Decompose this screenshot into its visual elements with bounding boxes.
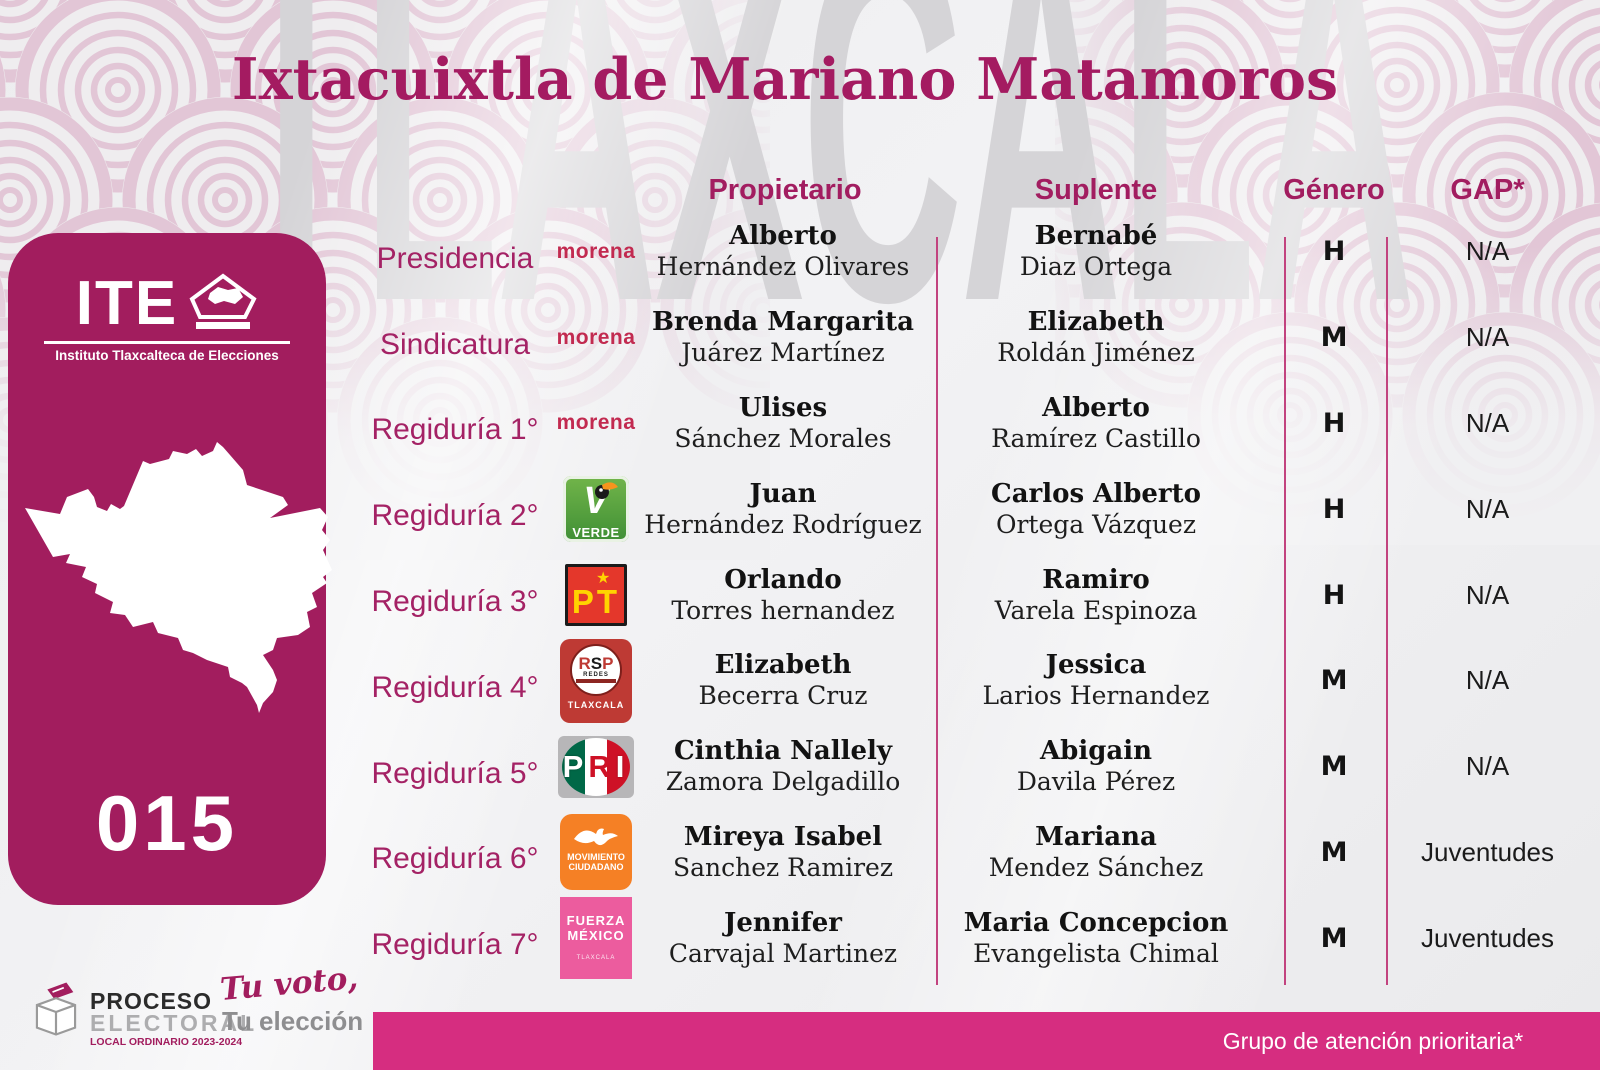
office-label: Regiduría 5° [371, 756, 539, 790]
office-label: Regiduría 2° [371, 499, 539, 533]
genero-value: M [1320, 922, 1348, 954]
propietario-name: Mireya Isabel Sanchez Ramirez [672, 821, 894, 882]
party-cell: morena [552, 381, 640, 467]
propietario-name: Elizabeth Becerra Cruz [698, 650, 868, 711]
gap-value: N/A [1465, 236, 1510, 267]
header-propietario: Propietario [708, 174, 862, 206]
table-row: Presidencia morena Alberto Hernández Oli… [0, 209, 1600, 295]
header-gap: GAP* [1450, 174, 1525, 206]
party-logo-verde: V VERDE [563, 476, 629, 543]
office-label: Regiduría 1° [371, 413, 539, 447]
mc-eagle-icon [574, 829, 618, 846]
header-suplente: Suplente [1034, 174, 1158, 206]
gap-value: N/A [1465, 579, 1510, 610]
table-row: Regiduría 4° RSP REDES TLAXCALA Elizabeth … [0, 638, 1600, 724]
priority-group-note: Grupo de atención prioritaria* [1222, 1028, 1524, 1054]
gap-value: N/A [1465, 751, 1510, 782]
genero-value: M [1320, 836, 1348, 868]
genero-value: H [1322, 236, 1346, 268]
propietario-name: Ulises Sánchez Morales [674, 392, 892, 453]
priority-group-bar: Grupo de atención prioritaria* [373, 1012, 1600, 1070]
propietario-name: Cinthia Nallely Zamora Delgadillo [665, 736, 901, 797]
table-row: Regiduría 6° MOVIMIENTO CIUDADANO Mireya … [0, 810, 1600, 896]
party-cell: V VERDE [552, 466, 640, 552]
municipality-number: 015 [95, 779, 239, 867]
genero-value: H [1322, 493, 1346, 525]
office-label: Regiduría 4° [371, 670, 539, 704]
genero-value: M [1320, 665, 1348, 697]
party-cell: MOVIMIENTO CIUDADANO [552, 810, 640, 896]
proceso-electoral-logo: PROCESO ELECTORAL LOCAL ORDINARIO 2023-2… [30, 976, 257, 1048]
propietario-name: Jennifer Carvajal Martinez [668, 907, 898, 968]
column-divider [936, 237, 938, 985]
party-logo-morena: morena [556, 239, 636, 263]
propietario-name: Orlando Torres hernandez [671, 564, 895, 625]
party-logo-morena: morena [556, 325, 636, 349]
party-cell: morena [552, 209, 640, 295]
table-body: Presidencia morena Alberto Hernández Oli… [0, 209, 1600, 981]
genero-value: H [1322, 407, 1346, 439]
table-row: Sindicatura morena Brenda Margarita Juár… [0, 295, 1600, 381]
propietario-name: Brenda Margarita Juárez Martínez [652, 307, 914, 368]
proceso-ballot-box-icon [35, 982, 77, 1036]
suplente-name: Carlos Alberto Ortega Vázquez [991, 478, 1201, 539]
party-cell: RSP REDES TLAXCALA [552, 638, 640, 724]
genero-value: H [1322, 579, 1346, 611]
office-label: Regiduría 7° [371, 928, 539, 962]
suplente-name: Elizabeth Roldán Jiménez [997, 307, 1195, 368]
suplente-name: Jessica Larios Hernandez [982, 650, 1210, 711]
suplente-name: Bernabé Diaz Ortega [1019, 221, 1173, 282]
genero-value: M [1320, 322, 1348, 354]
party-logo-pt: ★ PT [565, 564, 627, 627]
table-row: Regiduría 2° V VERDE Juan Hernández Rodrí… [0, 466, 1600, 552]
propietario-name: Alberto Hernández Olivares [656, 221, 910, 282]
party-cell: ★ PT [552, 552, 640, 638]
gap-value: Juventudes [1421, 922, 1554, 953]
gap-value: N/A [1465, 407, 1510, 438]
party-cell: FUERZA MÉXICO TLAXCALA [552, 895, 640, 981]
page-title: Ixtacuixtla de Mariano Matamoros [231, 46, 1339, 113]
suplente-name: Alberto Ramírez Castillo [991, 392, 1201, 453]
gap-value: N/A [1465, 665, 1510, 696]
office-label: Sindicatura [379, 327, 531, 361]
gap-value: N/A [1465, 493, 1510, 524]
toucan-icon [595, 482, 618, 500]
office-label: Regiduría 6° [371, 842, 539, 876]
gap-value: N/A [1465, 322, 1510, 353]
gap-value: Juventudes [1421, 836, 1554, 867]
suplente-name: Mariana Mendez Sánchez [988, 821, 1204, 882]
table-row: Regiduría 1° morena Ulises Sánchez Moral… [0, 381, 1600, 467]
party-logo-fm: FUERZA MÉXICO TLAXCALA [560, 897, 632, 980]
office-label: Regiduría 3° [371, 585, 539, 619]
pt-star-icon: ★ [596, 570, 611, 588]
suplente-name: Maria Concepcion Evangelista Chimal [963, 907, 1229, 968]
table-row: Regiduría 3° ★ PT Orlando Torres hernande… [0, 552, 1600, 638]
suplente-name: Abigain Davila Pérez [1016, 736, 1176, 797]
genero-value: M [1320, 751, 1348, 783]
proceso-line2: ELECTORAL [90, 1010, 258, 1036]
party-cell: morena [552, 295, 640, 381]
slogan: Tu voto, Tu elección [219, 960, 372, 1037]
office-label: Presidencia [376, 241, 534, 275]
party-logo-rsp: RSP REDES TLAXCALA [560, 638, 632, 723]
table-row: Regiduría 7° FUERZA MÉXICO TLAXCALA Jennif… [0, 895, 1600, 981]
proceso-line3: LOCAL ORDINARIO 2023-2024 [90, 1036, 243, 1048]
suplente-name: Ramiro Varela Espinoza [994, 564, 1198, 625]
column-divider [1284, 237, 1286, 985]
proceso-line1: PROCESO [90, 988, 213, 1014]
propietario-name: Juan Hernández Rodríguez [644, 478, 922, 539]
slogan-bold-line: Tu elección [222, 1006, 364, 1036]
party-logo-morena: morena [556, 411, 636, 435]
party-logo-mc: MOVIMIENTO CIUDADANO [560, 814, 632, 891]
column-divider [1386, 237, 1388, 985]
